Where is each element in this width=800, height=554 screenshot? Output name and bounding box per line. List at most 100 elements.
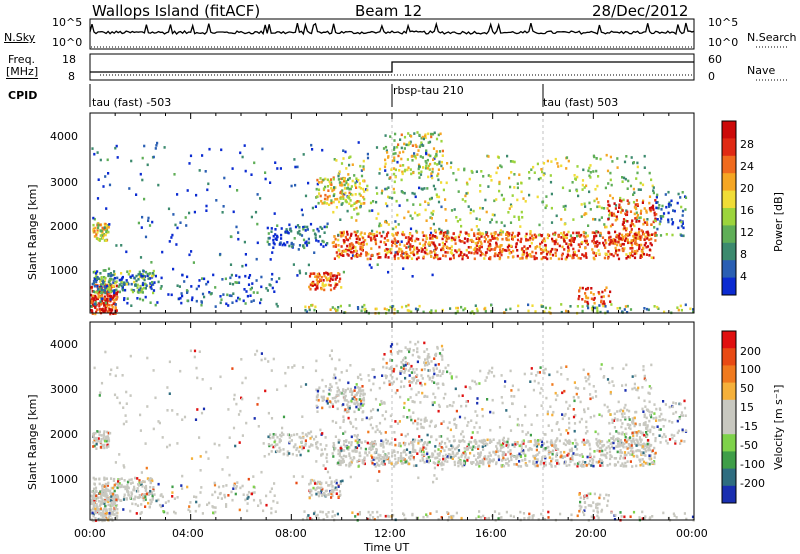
- velocity-cell: [610, 455, 613, 458]
- power-cell: [646, 245, 650, 248]
- velocity-cell: [563, 455, 567, 458]
- power-cell: [319, 278, 322, 282]
- power-cell: [232, 210, 235, 214]
- power-cell: [400, 157, 403, 161]
- velocity-cell: [198, 436, 201, 439]
- velocity-cell: [419, 439, 422, 443]
- power-cell: [426, 187, 429, 190]
- power-cell: [244, 253, 247, 256]
- power-cell: [422, 255, 425, 259]
- velocity-cell: [234, 492, 237, 496]
- power-cell: [359, 164, 362, 168]
- power-cell: [609, 224, 613, 228]
- velocity-cell: [492, 451, 495, 454]
- velocity-cell: [270, 507, 273, 510]
- power-cell: [417, 238, 420, 241]
- velocity-cell: [354, 450, 357, 453]
- velocity-cell: [241, 397, 244, 401]
- power-cell: [534, 235, 538, 239]
- power-cell: [585, 256, 588, 259]
- power-cell: [113, 270, 116, 273]
- velocity-cell: [399, 456, 403, 460]
- power-cell: [409, 227, 413, 231]
- velocity-cell: [441, 468, 444, 471]
- power-cell: [463, 241, 466, 245]
- power-cell: [108, 183, 112, 187]
- power-cell: [569, 254, 572, 258]
- power-cell: [639, 256, 642, 259]
- power-cell: [500, 233, 503, 236]
- velocity-cell: [273, 440, 276, 444]
- velocity-cell: [355, 446, 359, 450]
- power-cell: [564, 236, 567, 239]
- velocity-cell: [321, 432, 324, 435]
- power-cell: [394, 175, 397, 179]
- velocity-cell: [447, 455, 450, 459]
- velocity-cell: [467, 443, 470, 446]
- velocity-cell: [120, 483, 123, 487]
- power-cell: [563, 238, 566, 241]
- velocity-cell: [152, 486, 155, 489]
- velocity-cell: [113, 513, 116, 516]
- velocity-cell: [136, 477, 139, 480]
- power-cell: [603, 302, 606, 306]
- power-cell: [550, 160, 553, 163]
- power-cell: [511, 160, 514, 163]
- power-cell: [523, 245, 526, 248]
- velocity-cell: [301, 431, 304, 435]
- power-cell: [265, 287, 268, 290]
- velocity-cell: [94, 486, 98, 490]
- power-cell: [427, 175, 430, 179]
- power-cell: [411, 245, 415, 248]
- velocity-cell: [345, 399, 348, 402]
- power-cell: [104, 307, 107, 310]
- power-cell: [597, 175, 600, 178]
- velocity-cell: [452, 401, 455, 404]
- velocity-cell: [417, 442, 420, 445]
- velocity-cell: [270, 369, 273, 372]
- power-cell: [431, 237, 434, 240]
- power-cell: [92, 294, 95, 298]
- power-cell: [625, 213, 628, 217]
- power-cell: [680, 224, 683, 228]
- velocity-cell: [272, 499, 275, 503]
- power-cell: [617, 257, 621, 261]
- power-cell: [473, 252, 476, 255]
- velocity-cell: [129, 496, 132, 500]
- power-cell: [96, 151, 99, 154]
- power-cell: [582, 230, 585, 234]
- power-cell: [627, 255, 630, 259]
- velocity-cell: [139, 495, 142, 499]
- velocity-cell: [171, 485, 174, 489]
- power-cell: [358, 185, 361, 189]
- power-cell: [326, 271, 329, 275]
- velocity-cell: [535, 443, 538, 446]
- velocity-cell: [402, 457, 405, 460]
- power-cell: [242, 299, 245, 303]
- velocity-cell: [118, 401, 121, 405]
- power-cell: [98, 307, 102, 311]
- velocity-cell: [562, 455, 565, 458]
- power-cell: [522, 251, 526, 255]
- power-cell: [671, 233, 674, 237]
- velocity-cell: [106, 430, 109, 434]
- power-cb-tick-16: 16: [740, 204, 754, 217]
- velocity-cell: [368, 451, 371, 454]
- velocity-cell: [364, 447, 367, 451]
- velocity-cell: [370, 442, 373, 446]
- power-cell: [329, 284, 332, 287]
- power-cell: [329, 277, 332, 280]
- velocity-cell: [536, 464, 539, 467]
- power-cell: [384, 220, 387, 224]
- velocity-cell: [411, 443, 414, 446]
- power-cell: [543, 310, 546, 313]
- power-cell: [605, 153, 608, 157]
- power-cell: [386, 232, 389, 236]
- velocity-cell: [154, 396, 157, 400]
- power-cell: [544, 306, 547, 310]
- power-cell: [312, 282, 315, 285]
- velocity-cell: [105, 511, 108, 515]
- power-cell: [412, 250, 415, 254]
- velocity-cell: [235, 402, 238, 406]
- power-cell: [342, 270, 345, 274]
